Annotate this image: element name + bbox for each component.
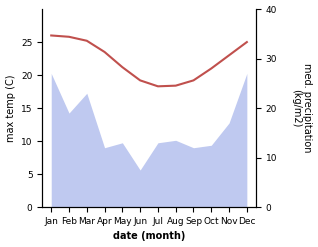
Y-axis label: max temp (C): max temp (C) xyxy=(5,74,16,142)
Y-axis label: med. precipitation
(kg/m2): med. precipitation (kg/m2) xyxy=(291,63,313,153)
X-axis label: date (month): date (month) xyxy=(113,231,185,242)
